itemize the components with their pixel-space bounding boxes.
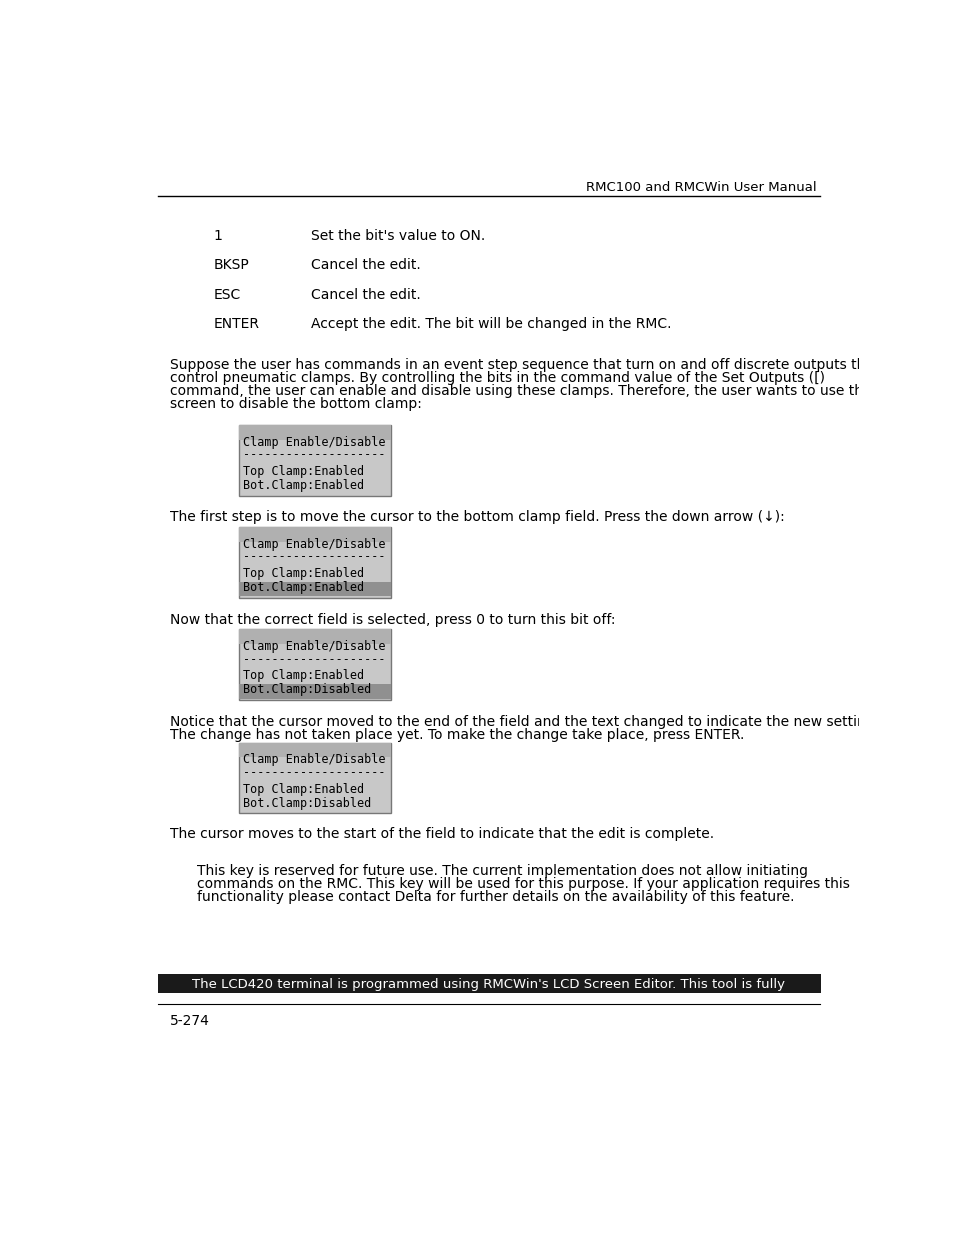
Text: Clamp Enable/Disable: Clamp Enable/Disable [243, 537, 385, 551]
Text: Clamp Enable/Disable: Clamp Enable/Disable [243, 436, 385, 450]
FancyBboxPatch shape [239, 527, 391, 542]
FancyBboxPatch shape [239, 742, 391, 757]
Text: 1: 1 [213, 228, 222, 243]
Text: Bot.Clamp:Enabled: Bot.Clamp:Enabled [243, 479, 364, 493]
Text: BKSP: BKSP [213, 258, 250, 272]
Text: Top Clamp:Enabled: Top Clamp:Enabled [243, 567, 364, 580]
Text: functionality please contact Delta for further details on the availability of th: functionality please contact Delta for f… [196, 890, 794, 904]
Text: Clamp Enable/Disable: Clamp Enable/Disable [243, 640, 385, 653]
Text: ENTER: ENTER [213, 317, 259, 331]
FancyBboxPatch shape [239, 630, 391, 700]
Text: Suppose the user has commands in an event step sequence that turn on and off dis: Suppose the user has commands in an even… [171, 358, 879, 372]
FancyBboxPatch shape [158, 974, 821, 993]
Text: --------------------: -------------------- [243, 448, 385, 462]
Text: Bot.Clamp:Disabled: Bot.Clamp:Disabled [243, 797, 371, 809]
Text: Top Clamp:Enabled: Top Clamp:Enabled [243, 783, 364, 795]
Text: Set the bit's value to ON.: Set the bit's value to ON. [311, 228, 485, 243]
Text: --------------------: -------------------- [243, 550, 385, 563]
Text: Bot.Clamp:Disabled: Bot.Clamp:Disabled [243, 683, 371, 697]
Text: 5-274: 5-274 [171, 1014, 210, 1029]
Text: --------------------: -------------------- [243, 766, 385, 779]
Text: Cancel the edit.: Cancel the edit. [311, 258, 421, 272]
Text: The cursor moves to the start of the field to indicate that the edit is complete: The cursor moves to the start of the fie… [171, 827, 714, 841]
Text: The LCD420 terminal is programmed using RMCWin's LCD Screen Editor. This tool is: The LCD420 terminal is programmed using … [193, 978, 784, 992]
Text: Accept the edit. The bit will be changed in the RMC.: Accept the edit. The bit will be changed… [311, 317, 671, 331]
Text: Top Clamp:Enabled: Top Clamp:Enabled [243, 466, 364, 478]
Text: Top Clamp:Enabled: Top Clamp:Enabled [243, 669, 364, 683]
Text: ESC: ESC [213, 288, 241, 301]
Text: RMC100 and RMCWin User Manual: RMC100 and RMCWin User Manual [585, 180, 816, 194]
Text: --------------------: -------------------- [243, 652, 385, 666]
Text: Clamp Enable/Disable: Clamp Enable/Disable [243, 753, 385, 767]
FancyBboxPatch shape [239, 684, 391, 699]
Text: The change has not taken place yet. To make the change take place, press ENTER.: The change has not taken place yet. To m… [171, 727, 744, 742]
FancyBboxPatch shape [239, 630, 391, 645]
FancyBboxPatch shape [239, 582, 391, 597]
Text: screen to disable the bottom clamp:: screen to disable the bottom clamp: [171, 396, 422, 411]
FancyBboxPatch shape [239, 742, 391, 814]
Text: command, the user can enable and disable using these clamps. Therefore, the user: command, the user can enable and disable… [171, 384, 874, 398]
Text: Bot.Clamp:Enabled: Bot.Clamp:Enabled [243, 580, 364, 594]
FancyBboxPatch shape [239, 425, 391, 440]
Text: Notice that the cursor moved to the end of the field and the text changed to ind: Notice that the cursor moved to the end … [171, 715, 879, 729]
FancyBboxPatch shape [239, 425, 391, 496]
Text: The first step is to move the cursor to the bottom clamp field. Press the down a: The first step is to move the cursor to … [171, 510, 784, 524]
Text: This key is reserved for future use. The current implementation does not allow i: This key is reserved for future use. The… [196, 864, 807, 878]
FancyBboxPatch shape [239, 527, 391, 598]
Text: commands on the RMC. This key will be used for this purpose. If your application: commands on the RMC. This key will be us… [196, 877, 849, 892]
Text: control pneumatic clamps. By controlling the bits in the command value of the Se: control pneumatic clamps. By controlling… [171, 370, 824, 385]
Text: Now that the correct field is selected, press 0 to turn this bit off:: Now that the correct field is selected, … [171, 613, 616, 626]
Text: Cancel the edit.: Cancel the edit. [311, 288, 421, 301]
